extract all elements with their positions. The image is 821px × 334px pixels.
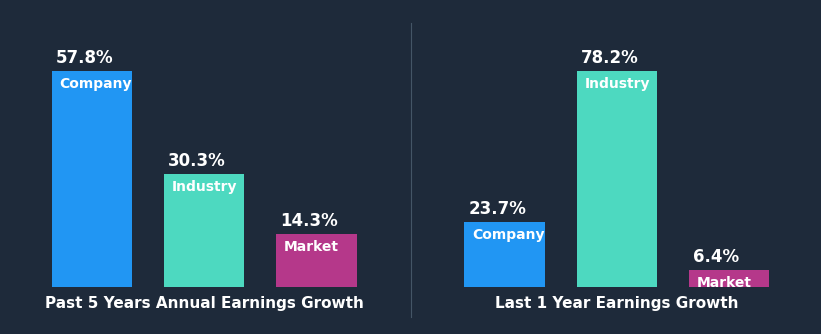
Text: 6.4%: 6.4% <box>693 248 739 266</box>
Text: Company: Company <box>59 77 132 91</box>
Bar <box>163 174 245 287</box>
Text: Industry: Industry <box>585 77 650 91</box>
Bar <box>52 71 132 287</box>
Text: 57.8%: 57.8% <box>56 49 113 67</box>
Text: 23.7%: 23.7% <box>469 200 527 218</box>
Text: Industry: Industry <box>172 180 237 194</box>
Bar <box>465 221 545 287</box>
Bar <box>276 234 356 287</box>
Bar <box>689 270 769 287</box>
Text: Market: Market <box>284 240 339 254</box>
Text: 78.2%: 78.2% <box>581 49 639 67</box>
Text: 14.3%: 14.3% <box>281 212 338 230</box>
Bar <box>576 71 658 287</box>
X-axis label: Last 1 Year Earnings Growth: Last 1 Year Earnings Growth <box>495 296 739 311</box>
Text: Market: Market <box>696 276 751 290</box>
X-axis label: Past 5 Years Annual Earnings Growth: Past 5 Years Annual Earnings Growth <box>44 296 364 311</box>
Text: 30.3%: 30.3% <box>168 152 226 170</box>
Text: Company: Company <box>472 228 544 242</box>
